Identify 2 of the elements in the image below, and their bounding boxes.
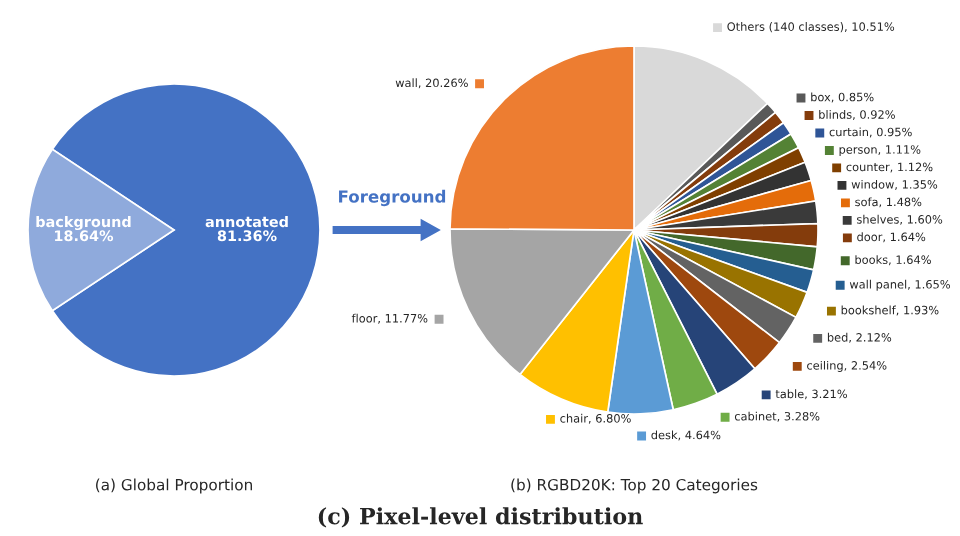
text: Foreground [339, 189, 446, 207]
text: (c) Pixel-level distribution [318, 507, 643, 528]
